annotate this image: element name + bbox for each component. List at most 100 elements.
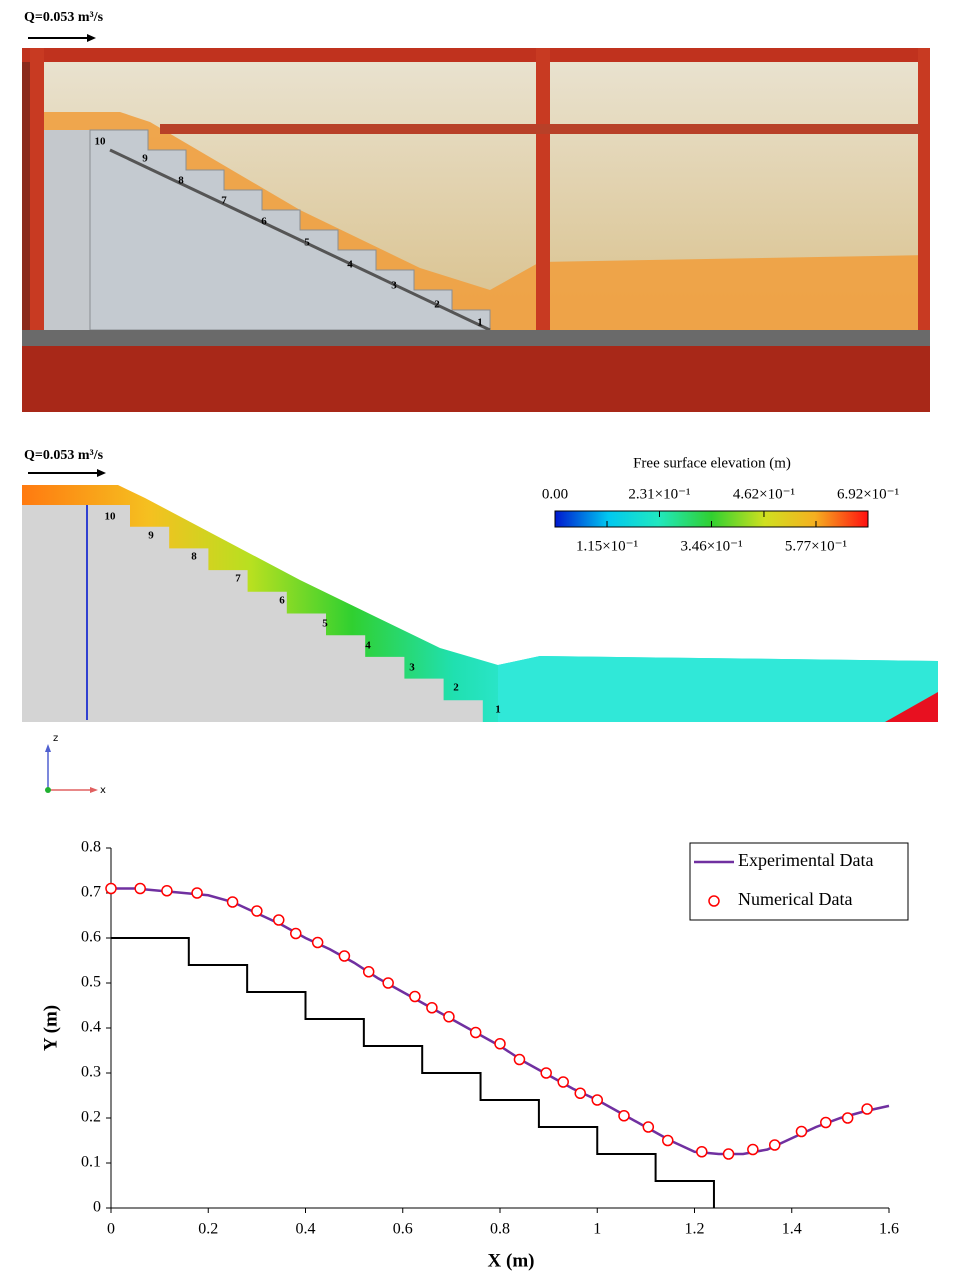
inlet-block bbox=[42, 130, 90, 330]
legend-box bbox=[689, 842, 909, 921]
post bbox=[30, 48, 44, 348]
data-point bbox=[795, 1125, 808, 1138]
data-point bbox=[841, 1112, 854, 1124]
frame-bottom bbox=[22, 346, 930, 412]
step-label: 7 bbox=[221, 195, 227, 207]
colorbar-tick-label: 1.15×10⁻¹ bbox=[576, 538, 638, 554]
colorbar-tick-label: 3.46×10⁻¹ bbox=[680, 538, 742, 554]
data-point bbox=[251, 905, 263, 917]
step-label: 3 bbox=[409, 662, 415, 674]
colorbar-tick-label: 6.92×10⁻¹ bbox=[837, 486, 899, 502]
x-axis-head bbox=[90, 787, 98, 793]
flow-label: Q=0.053 m³/s bbox=[24, 10, 104, 25]
data-point bbox=[382, 977, 394, 989]
colorbar-title: Free surface elevation (m) bbox=[633, 455, 791, 471]
post bbox=[536, 48, 550, 348]
step-label: 4 bbox=[347, 259, 353, 271]
data-point bbox=[820, 1116, 832, 1129]
step-label: 6 bbox=[279, 595, 285, 607]
y-axis-label: Y (m) bbox=[40, 1005, 61, 1051]
y-tick-label: 0.2 bbox=[81, 1109, 101, 1126]
x-tick-label: 0.2 bbox=[198, 1221, 218, 1238]
data-point bbox=[494, 1038, 506, 1050]
step-label: 9 bbox=[148, 530, 154, 542]
data-point bbox=[161, 885, 173, 897]
frame-top bbox=[22, 48, 930, 62]
data-point bbox=[134, 882, 146, 895]
step-label: 1 bbox=[477, 317, 483, 329]
data-point bbox=[362, 966, 375, 978]
water-tail bbox=[498, 656, 938, 722]
channel-bed bbox=[22, 330, 930, 346]
flow-arrow-head bbox=[97, 469, 106, 477]
flow-label: Q=0.053 m³/s bbox=[24, 448, 104, 463]
step-label: 5 bbox=[304, 237, 310, 249]
step-label: 7 bbox=[235, 573, 241, 585]
step-label: 6 bbox=[261, 216, 267, 228]
staircase bbox=[22, 505, 522, 722]
data-point bbox=[290, 927, 302, 940]
x-tick-label: 1.4 bbox=[782, 1221, 802, 1238]
step-label: 1 bbox=[495, 704, 501, 716]
step-label: 9 bbox=[142, 153, 148, 165]
origin bbox=[45, 787, 51, 793]
y-tick-label: 0.7 bbox=[81, 884, 101, 901]
data-point bbox=[226, 896, 239, 908]
data-point bbox=[861, 1103, 873, 1115]
data-point bbox=[747, 1143, 759, 1156]
data-point bbox=[469, 1026, 482, 1039]
outlet bbox=[885, 692, 938, 722]
y-tick-label: 0.3 bbox=[81, 1064, 101, 1081]
data-point bbox=[591, 1094, 603, 1106]
data-point bbox=[443, 1011, 455, 1023]
step-label: 8 bbox=[191, 551, 197, 563]
colorbar-tick-label: 2.31×10⁻¹ bbox=[628, 486, 690, 502]
step-label: 2 bbox=[453, 682, 459, 694]
data-point bbox=[696, 1146, 708, 1158]
data-point bbox=[191, 887, 203, 899]
step-profile bbox=[111, 937, 715, 1208]
y-tick-label: 0.8 bbox=[81, 839, 101, 856]
data-point bbox=[273, 914, 285, 926]
data-point bbox=[618, 1110, 630, 1122]
rail bbox=[160, 124, 920, 134]
step-label: 5 bbox=[322, 618, 328, 630]
step-label: 4 bbox=[365, 640, 371, 652]
photo-panel: 1 2 3 4 5 6 7 8 9 10 Q=0.053 m³/s bbox=[22, 10, 930, 412]
data-point bbox=[513, 1053, 526, 1066]
data-point bbox=[768, 1139, 781, 1151]
y-tick-label: 0.4 bbox=[81, 1019, 101, 1036]
x-tick-label: 1.2 bbox=[685, 1221, 705, 1238]
data-point bbox=[557, 1076, 569, 1088]
step-label: 8 bbox=[178, 175, 184, 187]
data-point bbox=[409, 990, 421, 1003]
colorbar-tick-label: 5.77×10⁻¹ bbox=[785, 538, 847, 554]
staircase bbox=[89, 129, 491, 331]
x-axis-label: X (m) bbox=[488, 1250, 535, 1271]
y-tick-label: 0.1 bbox=[81, 1154, 101, 1171]
step-label: 3 bbox=[391, 280, 397, 292]
z-axis-head bbox=[45, 744, 51, 752]
colorbar-tick-label: 4.62×10⁻¹ bbox=[733, 486, 795, 502]
x-tick-label: 1 bbox=[593, 1221, 601, 1238]
data-point bbox=[540, 1067, 552, 1079]
flow-arrow-head bbox=[87, 34, 96, 42]
legend-swatch bbox=[708, 895, 720, 907]
data-point bbox=[338, 950, 351, 962]
chart: X (m) Y (m) 0 0.1 0.2 0.3 0.4 0.5 0.6 0.7 0.8 0 0.… bbox=[40, 839, 909, 1271]
data-point bbox=[426, 1002, 438, 1014]
step-label: 2 bbox=[434, 299, 440, 311]
legend-label: Experimental Data bbox=[738, 850, 873, 870]
pseudo-bottom bbox=[109, 148, 491, 332]
x-tick-label: 0.4 bbox=[296, 1221, 316, 1238]
y-tick-label: 0 bbox=[93, 1199, 101, 1216]
step-label: 10 bbox=[105, 511, 117, 523]
data-point bbox=[662, 1134, 674, 1147]
data-point bbox=[311, 936, 324, 949]
data-point bbox=[722, 1148, 735, 1160]
z-label: z bbox=[53, 733, 58, 744]
x-tick-label: 0.8 bbox=[490, 1221, 510, 1238]
x-label: x bbox=[100, 785, 106, 796]
y-tick-label: 0.6 bbox=[81, 929, 101, 946]
